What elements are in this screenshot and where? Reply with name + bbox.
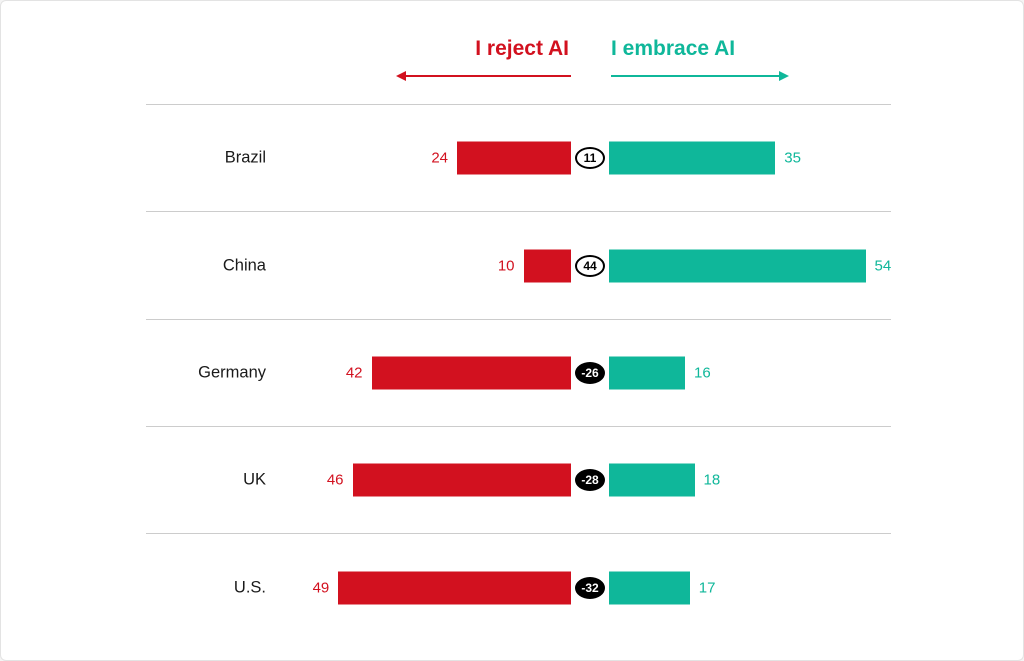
net-badge: 11 [575,147,605,169]
net-badge: -32 [575,577,605,599]
embrace-bar-group: 16 [609,356,711,390]
embrace-bar [609,571,690,605]
reject-bar-group: 49 [312,571,571,605]
country-label: Germany [198,363,266,382]
reject-bar [523,249,571,283]
embrace-direction-arrow-icon [611,70,789,81]
chart-row-uk: UK 46 -28 18 [1,460,1023,500]
reject-bar [371,356,571,390]
gridline [146,319,891,320]
embrace-bar [609,463,695,497]
gridline [146,104,891,105]
reject-bar-group: 10 [497,249,571,283]
embrace-legend-label: I embrace AI [611,37,736,60]
reject-bar-group: 24 [431,141,571,175]
country-label: UK [243,470,266,489]
reject-legend-label: I reject AI [475,37,569,60]
embrace-bar-group: 35 [609,141,801,175]
embrace-value-label: 17 [698,579,716,597]
reject-bar-group: 42 [345,356,571,390]
embrace-bar-group: 17 [609,571,716,605]
reject-bar-group: 46 [326,463,571,497]
embrace-bar [609,356,685,390]
country-label: China [222,256,266,275]
embrace-bar-group: 54 [609,249,892,283]
net-badge: -28 [575,469,605,491]
chart-row-germany: Germany 42 -26 16 [1,353,1023,393]
reject-value-label: 42 [345,364,363,382]
chart-row-us: U.S. 49 -32 17 [1,568,1023,608]
reject-bar [338,571,571,605]
chart-row-china: China 10 44 54 [1,246,1023,286]
embrace-bar [609,249,866,283]
chart-row-brazil: Brazil 24 11 35 [1,138,1023,178]
embrace-value-label: 35 [784,149,801,167]
net-badge: -26 [575,362,605,384]
embrace-value-label: 16 [694,364,711,382]
net-badge: 44 [575,255,605,277]
reject-direction-arrow-icon [396,70,571,81]
country-label: U.S. [233,578,266,597]
country-label: Brazil [224,148,266,167]
reject-bar [457,141,571,175]
reject-bar [352,463,571,497]
embrace-value-label: 18 [703,471,721,489]
arrow-right-head-icon [779,70,789,81]
reject-value-label: 24 [431,149,448,167]
arrow-left-head-icon [396,70,406,81]
reject-value-label: 10 [497,257,515,275]
reject-value-label: 46 [326,471,344,489]
gridline [146,426,891,427]
gridline [146,533,891,534]
gridline [146,211,891,212]
embrace-bar [609,141,776,175]
embrace-value-label: 54 [874,257,892,275]
embrace-bar-group: 18 [609,463,721,497]
reject-value-label: 49 [312,579,330,597]
